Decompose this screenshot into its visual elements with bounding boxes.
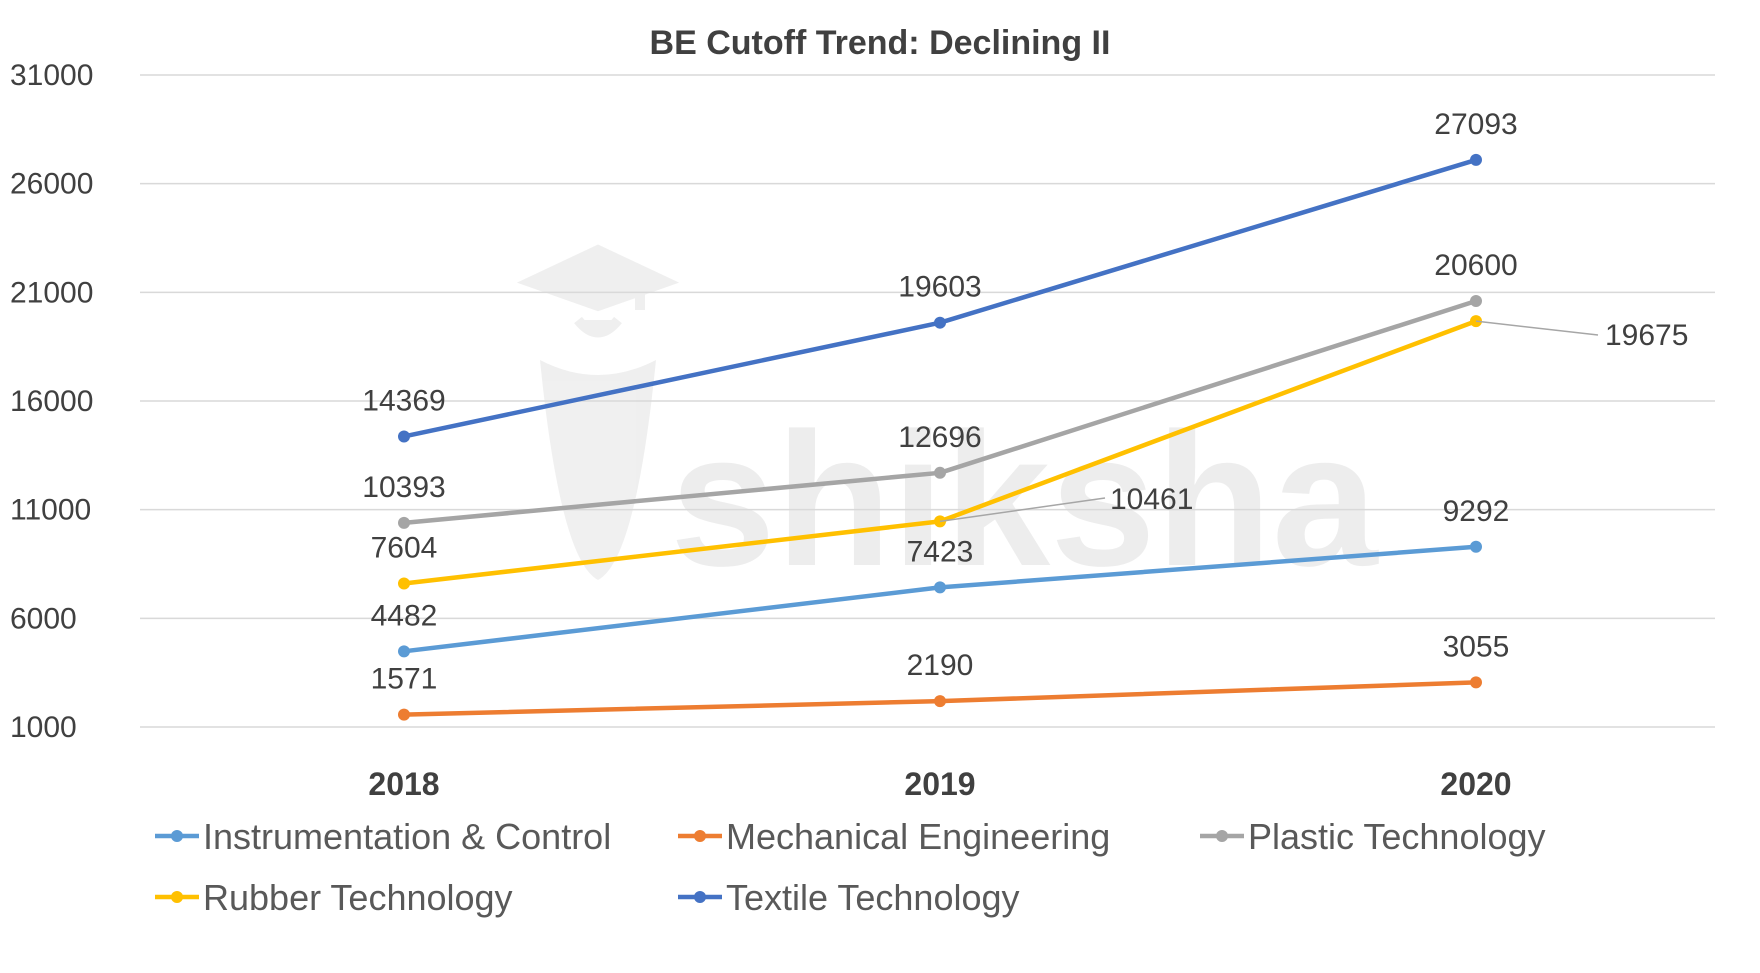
data-point	[934, 695, 946, 708]
data-label: 7604	[371, 531, 438, 564]
legend-swatch-marker	[171, 830, 183, 842]
x-tick-label: 2018	[368, 766, 439, 802]
x-tick-label: 2019	[904, 766, 975, 802]
y-tick-label: 26000	[10, 168, 93, 201]
data-label: 10461	[1110, 483, 1193, 516]
data-label: 20600	[1434, 249, 1517, 282]
data-point	[398, 708, 410, 721]
data-point	[934, 581, 946, 594]
legend-swatch-marker	[694, 891, 706, 903]
x-tick-label: 2020	[1440, 766, 1511, 802]
data-label: 12696	[898, 421, 981, 454]
data-point	[398, 577, 410, 590]
data-point	[1470, 153, 1482, 166]
legend-item: Rubber Technology	[155, 877, 513, 918]
y-tick-label: 6000	[10, 602, 77, 635]
y-tick-label: 31000	[10, 59, 93, 92]
data-label-leader	[1475, 320, 1599, 336]
data-label: 2190	[907, 649, 974, 682]
data-label: 1571	[371, 663, 438, 696]
legend-label: Rubber Technology	[203, 877, 513, 918]
watermark: shiksha	[516, 244, 1379, 606]
data-label: 9292	[1443, 495, 1510, 528]
data-label: 14369	[362, 384, 445, 417]
chart-title: BE Cutoff Trend: Declining II	[650, 24, 1111, 62]
graduation-cap-icon	[516, 244, 680, 338]
legend-label: Plastic Technology	[1248, 816, 1546, 857]
gridlines	[140, 74, 1715, 728]
data-point	[398, 645, 410, 658]
y-tick-label: 21000	[10, 276, 93, 309]
data-point	[934, 316, 946, 329]
data-point	[934, 466, 946, 479]
data-label: 7423	[907, 535, 974, 568]
data-label: 3055	[1443, 630, 1510, 663]
series-lines	[398, 153, 1482, 721]
y-axis-ticks: 1000 6000 11000 16000 21000 26000 31000	[10, 59, 93, 744]
legend-item: Textile Technology	[678, 877, 1020, 918]
legend-label: Mechanical Engineering	[726, 816, 1110, 857]
legend-label: Textile Technology	[726, 877, 1020, 918]
legend-swatch-marker	[1216, 830, 1228, 842]
legend-item: Plastic Technology	[1200, 816, 1546, 857]
data-label-leader	[939, 497, 1106, 523]
data-label: 27093	[1434, 108, 1517, 141]
y-tick-label: 16000	[10, 385, 93, 418]
y-tick-label: 11000	[10, 494, 91, 527]
data-point	[1470, 676, 1482, 689]
legend-label: Instrumentation & Control	[203, 816, 611, 857]
legend-item: Mechanical Engineering	[678, 816, 1110, 857]
data-point	[398, 430, 410, 443]
data-label: 19603	[898, 271, 981, 304]
legend-item: Instrumentation & Control	[155, 816, 611, 857]
watermark-text: shiksha	[670, 394, 1379, 606]
x-axis-ticks: 2018 2019 2020	[368, 766, 1511, 802]
data-label: 19675	[1605, 319, 1688, 352]
legend-swatch-marker	[171, 891, 183, 903]
data-point	[1470, 540, 1482, 553]
legend: Instrumentation & Control Mechanical Engi…	[155, 816, 1546, 918]
data-label: 4482	[371, 599, 438, 632]
legend-swatch-marker	[694, 830, 706, 842]
pen-nib-icon	[540, 360, 656, 580]
data-label: 10393	[362, 471, 445, 504]
data-point	[1470, 295, 1482, 308]
y-tick-label: 1000	[10, 711, 77, 744]
data-labels: 4482 7423 9292 1571 2190 3055 10393 12696 20600 7…	[362, 108, 1688, 696]
data-point	[398, 516, 410, 529]
